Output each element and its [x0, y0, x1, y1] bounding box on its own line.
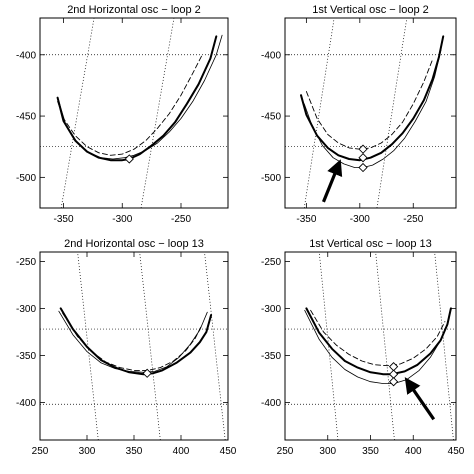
- reference-line-slanted: [375, 252, 395, 440]
- series-group: [304, 307, 452, 385]
- y-tick-label: -300: [16, 304, 36, 315]
- reference-lines: [40, 18, 228, 208]
- diamond-marker: [124, 154, 134, 164]
- y-tick-label: -350: [16, 351, 36, 362]
- y-tick-label: -400: [16, 398, 36, 409]
- panel-title: 2nd Horizontal osc − loop 2: [67, 4, 201, 16]
- x-tick-label: 300: [319, 446, 336, 457]
- diamond-marker: [142, 368, 152, 378]
- y-tick-label: -300: [261, 304, 281, 315]
- plot-frame: [39, 17, 229, 209]
- y-tick-label: -500: [16, 173, 36, 184]
- series-line-dashed: [57, 54, 203, 156]
- series-group: [300, 35, 445, 168]
- series-group: [58, 307, 213, 376]
- reference-line-slanted: [303, 18, 335, 208]
- x-tick-label: -250: [171, 214, 191, 225]
- x-tick-label: 250: [277, 446, 294, 457]
- series-line-thick-solid: [300, 35, 445, 162]
- panel-4: 1st Vertical osc − loop 13 250 300 350 400 45…: [261, 238, 465, 457]
- series-line-dashed: [62, 312, 203, 371]
- plot-frame: [284, 17, 457, 209]
- plot-frame: [39, 251, 229, 441]
- x-tick-label: 450: [220, 446, 237, 457]
- diamond-marker: [388, 377, 399, 387]
- y-tick-label: -400: [261, 50, 281, 61]
- x-tick-label: 350: [126, 446, 143, 457]
- x-tick-label: 400: [173, 446, 190, 457]
- diamond-marker: [388, 362, 399, 372]
- x-tick-label: 350: [362, 446, 379, 457]
- reference-lines: [285, 18, 456, 208]
- reference-line-slanted: [60, 18, 95, 208]
- series-group: [56, 34, 223, 162]
- panel-title: 1st Vertical osc − loop 2: [312, 4, 428, 16]
- x-tick-label: -300: [350, 214, 370, 225]
- x-tick-label: 250: [32, 446, 49, 457]
- diamond-marker: [388, 369, 399, 379]
- reference-line-slanted: [77, 252, 99, 440]
- y-tick-label: -450: [16, 112, 36, 123]
- y-tick-label: -450: [261, 112, 281, 123]
- x-tick-label: 400: [405, 446, 422, 457]
- panel-title: 1st Vertical osc − loop 13: [309, 238, 432, 250]
- series-line-dashed: [305, 59, 433, 150]
- diamond-marker: [358, 162, 368, 173]
- reference-line-slanted: [204, 252, 226, 440]
- panel-2: 1st Vertical osc − loop 2 -350 -300 -250 -40…: [261, 4, 457, 225]
- x-tick-label: 300: [79, 446, 96, 457]
- x-tick-label: -350: [296, 214, 316, 225]
- x-tick-label: 450: [448, 446, 465, 457]
- panel-1: 2nd Horizontal osc − loop 2 -350 -300 -250 -…: [16, 4, 229, 225]
- series-line-dashed: [310, 309, 446, 367]
- annotation-arrow: [321, 159, 343, 203]
- reference-line-slanted: [376, 18, 408, 208]
- y-tick-label: -250: [16, 257, 36, 268]
- y-tick-label: -250: [261, 257, 281, 268]
- x-tick-label: -350: [53, 214, 73, 225]
- series-line-thin-solid: [303, 49, 442, 168]
- reference-line-slanted: [140, 18, 175, 208]
- y-tick-label: -400: [261, 398, 281, 409]
- x-tick-label: -300: [112, 214, 132, 225]
- y-tick-label: -350: [261, 351, 281, 362]
- reference-line-slanted: [139, 252, 161, 440]
- series-line-thin-solid: [58, 34, 223, 160]
- y-tick-label: -500: [261, 173, 281, 184]
- series-line-thin-solid: [58, 310, 208, 373]
- x-tick-label: -250: [403, 214, 423, 225]
- panel-title: 2nd Horizontal osc − loop 13: [64, 238, 204, 250]
- diamond-marker: [358, 153, 368, 163]
- reference-lines: [40, 252, 228, 440]
- y-tick-label: -400: [16, 50, 36, 61]
- annotation-arrow: [404, 377, 436, 421]
- series-line-thin-solid: [304, 309, 450, 385]
- panel-3: 2nd Horizontal osc − loop 13 250 300 350 400…: [16, 238, 237, 457]
- series-line-thick-solid: [59, 307, 213, 376]
